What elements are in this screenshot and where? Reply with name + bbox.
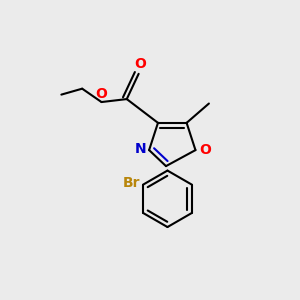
Text: N: N <box>135 142 147 156</box>
Text: O: O <box>96 87 107 100</box>
Text: O: O <box>199 143 211 157</box>
Text: Br: Br <box>122 176 140 190</box>
Text: O: O <box>134 57 146 71</box>
